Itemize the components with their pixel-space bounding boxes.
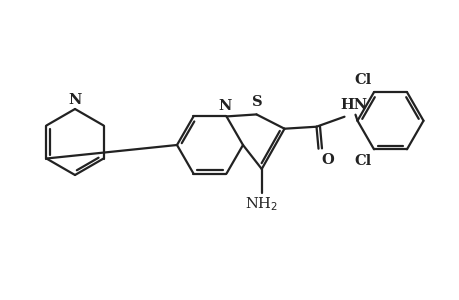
Text: O: O [321, 153, 334, 167]
Text: NH$_2$: NH$_2$ [245, 195, 278, 213]
Text: N: N [68, 93, 82, 107]
Text: Cl: Cl [354, 73, 371, 87]
Text: N: N [218, 99, 232, 113]
Text: HN: HN [340, 98, 367, 112]
Text: Cl: Cl [354, 154, 371, 168]
Text: S: S [252, 95, 262, 110]
